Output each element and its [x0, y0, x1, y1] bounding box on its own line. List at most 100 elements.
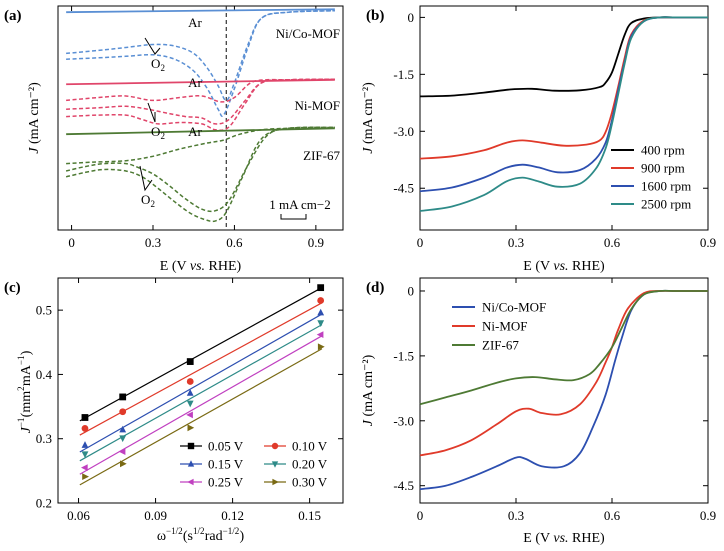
data-point: [82, 473, 89, 480]
x-axis-label-part: vs.: [553, 531, 568, 546]
x-tick-label: 0.3: [508, 235, 524, 250]
y-tick-label: -3.0: [393, 413, 414, 428]
x-axis-label-part: vs.: [190, 259, 205, 274]
x-axis-label: E (V vs. RHE): [160, 259, 242, 274]
y-axis-label: J (mA cm⁻²): [361, 82, 376, 154]
series-line: [419, 16, 708, 212]
o2-label: O2: [141, 192, 155, 209]
data-point: [272, 478, 279, 486]
x-axis-label-part: −1/2: [223, 526, 240, 536]
legend-label: 2500 rpm: [641, 197, 691, 212]
panel-b: 0 0.3 0.6 0.9 0 -1.5 -3.0 -4.5 400 rpm 900 rpm 160…: [361, 5, 716, 274]
data-point: [81, 451, 89, 459]
legend-label: 1600 rpm: [641, 179, 691, 194]
o2-label-part: O: [151, 56, 160, 71]
series-line: [419, 289, 708, 457]
data-point: [119, 408, 127, 416]
legend-label: Ni/Co-MOF: [482, 300, 546, 315]
panel-c: 0.06 0.09 0.12 0.15 0.2 0.3 0.4 0.5 0.05 V 0.10 V…: [4, 277, 344, 544]
data-point: [119, 425, 127, 433]
x-axis-label-part: E (V: [523, 531, 553, 546]
ar-label: Ar: [188, 124, 202, 139]
material-label: Ni-MOF: [294, 98, 340, 113]
panel-a: 0 0.3 0.6 0.9Ni/Co-MOFNi-MOFZIF-67ArArArO2O…: [4, 5, 344, 274]
o2-cv-curve: [65, 126, 335, 213]
x-axis-label-part: −1/2: [166, 526, 183, 536]
x-tick-label: 0.3: [145, 235, 161, 250]
x-axis-label: E (V vs. RHE): [523, 259, 605, 274]
data-point: [186, 389, 194, 396]
panel-label: (b): [366, 8, 384, 24]
y-axis-label-part: (mA cm⁻²): [27, 82, 42, 148]
data-point: [187, 424, 195, 432]
ar-line: [66, 8, 335, 14]
x-tick-label: 0.9: [700, 508, 716, 523]
o2-label-part: O: [151, 124, 160, 139]
y-axis-label-part: (mA cm⁻²): [361, 82, 376, 148]
ar-label: Ar: [188, 75, 202, 90]
y-axis-label-part: 2: [16, 386, 26, 391]
y-axis-label-part: −1: [16, 418, 26, 428]
panel-label: (a): [4, 8, 22, 24]
y-axis-label-part: (mm: [19, 391, 34, 418]
legend-label: 0.05 V: [208, 439, 244, 454]
x-axis-label-part: (s: [183, 529, 193, 544]
legend: 400 rpm 900 rpm 1600 rpm 2500 rpm: [611, 143, 691, 212]
data-point: [120, 460, 127, 468]
y-axis-label-part: (mA cm⁻²): [361, 354, 376, 420]
data-point: [187, 460, 195, 467]
ar-label: Ar: [188, 15, 202, 30]
y-axis-label-part: J: [361, 419, 376, 426]
o2-label-part: 2: [160, 63, 165, 73]
x-tick-label: 0.6: [604, 508, 621, 523]
legend-label: 0.15 V: [208, 457, 244, 472]
y-axis-label-part: −1: [16, 356, 26, 366]
y-axis-label: J (mA cm⁻²): [27, 82, 42, 154]
data-point: [119, 393, 127, 401]
data-point: [317, 320, 325, 327]
legend-label: Ni-MOF: [482, 319, 528, 334]
fit-line: [79, 324, 323, 462]
o2-cv-curve: [66, 78, 335, 132]
x-tick-label: 0: [417, 508, 424, 523]
y-tick-label: -4.5: [393, 181, 414, 196]
x-axis-label-part: 1/2: [193, 526, 205, 536]
data-point: [317, 308, 325, 316]
x-tick-label: 0.12: [221, 508, 244, 523]
panel-d: 0 0.3 0.6 0.9 0 -1.5 -3.0 -4.5 Ni/Co-MOF Ni-MOF ZI…: [361, 277, 716, 546]
ar-line: [66, 127, 335, 136]
x-axis-label-part: E (V: [160, 259, 190, 274]
data-point: [81, 414, 89, 421]
data-point: [81, 425, 89, 432]
x-axis-label-part: vs.: [553, 259, 568, 274]
x-axis-label-part: RHE): [205, 259, 242, 274]
y-axis-label: J (mA cm⁻²): [361, 354, 376, 426]
y-axis-label-part: J: [361, 147, 376, 154]
x-tick-label: 0.06: [67, 508, 90, 523]
data-point: [119, 435, 127, 443]
legend-label: 900 rpm: [641, 161, 685, 176]
o2-pointer: [147, 102, 156, 123]
o2-pointer: [144, 37, 161, 55]
data-point: [271, 461, 279, 468]
legend-label: ZIF-67: [482, 338, 519, 353]
x-axis-label-part: E (V: [523, 259, 553, 274]
plot-frame: [419, 5, 709, 231]
x-axis-label-part: rad: [205, 529, 223, 544]
data-point: [186, 400, 194, 408]
series-line: [419, 289, 708, 491]
y-tick-label: 0.2: [36, 496, 52, 511]
series-line: [419, 16, 708, 160]
x-tick-label: 0.09: [144, 508, 167, 523]
legend-label: 0.30 V: [292, 475, 328, 490]
legend-label: 400 rpm: [641, 143, 685, 158]
o2-pointer: [139, 165, 153, 192]
plot-frame: [57, 277, 344, 504]
x-tick-label: 0.15: [298, 508, 321, 523]
o2-label: O2: [151, 124, 165, 141]
o2-cv-curve: [65, 126, 335, 223]
legend: Ni/Co-MOF Ni-MOF ZIF-67: [452, 300, 546, 353]
data-point: [317, 343, 325, 351]
legend-label: 0.20 V: [292, 457, 328, 472]
y-tick-label: -1.5: [393, 348, 414, 363]
